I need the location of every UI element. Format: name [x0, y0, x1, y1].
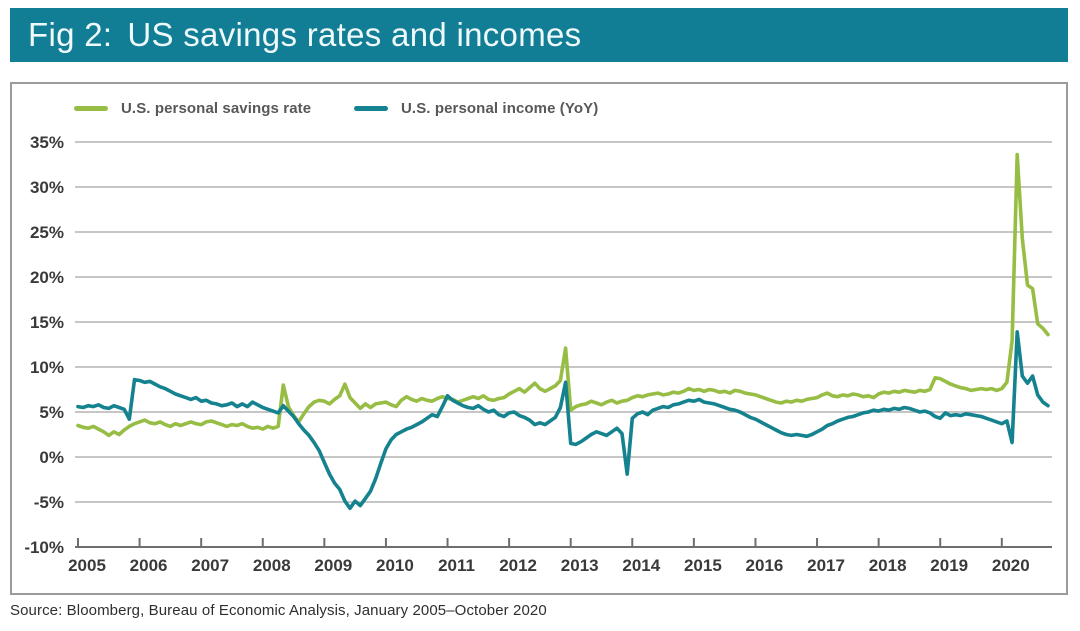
chart-frame: 2005 2006 2007 2008 2009 2010 2011 2012 2013 2014… [10, 82, 1068, 595]
x-axis-label: 2013 [561, 556, 599, 575]
income-swatch-icon [354, 106, 388, 111]
y-axis-label: 35% [30, 133, 64, 152]
x-axis-label: 2019 [930, 556, 968, 575]
legend-label-savings-rate: U.S. personal savings rate [121, 100, 312, 117]
x-axis-label: 2018 [869, 556, 907, 575]
legend-item-income: U.S. personal income (YoY) [354, 100, 598, 117]
x-axis-label: 2012 [499, 556, 537, 575]
savings-rate-line [76, 152, 1050, 438]
chart-svg: 2005 2006 2007 2008 2009 2010 2011 2012 2013 2014… [24, 133, 1052, 575]
x-axis-label: 2014 [622, 556, 660, 575]
x-axis-label: 2007 [191, 556, 229, 575]
y-axis-label: -10% [24, 538, 64, 557]
savings-rate-swatch-icon [74, 106, 108, 111]
y-axis-label: 20% [30, 268, 64, 287]
chart-legend: U.S. personal savings rate U.S. personal… [12, 100, 1066, 120]
income-line [76, 330, 1050, 511]
x-axis-label: 2015 [684, 556, 722, 575]
x-axis-label: 2008 [253, 556, 291, 575]
y-axis-label: 25% [30, 223, 64, 242]
x-axis-label: 2005 [68, 556, 106, 575]
source-note: Source: Bloomberg, Bureau of Economic An… [10, 602, 547, 619]
figure-number: Fig 2: [28, 16, 113, 53]
figure-title-bar: Fig 2: US savings rates and incomes [10, 8, 1068, 62]
y-axis-label: 15% [30, 313, 64, 332]
figure-title: US savings rates and incomes [127, 16, 582, 53]
x-axis-label: 2017 [807, 556, 845, 575]
y-axis-label: 30% [30, 178, 64, 197]
x-axis-label: 2009 [314, 556, 352, 575]
x-axis-label: 2016 [746, 556, 784, 575]
legend-item-savings-rate: U.S. personal savings rate [74, 100, 311, 117]
y-axis-label: 10% [30, 358, 64, 377]
x-axis-label: 2010 [376, 556, 414, 575]
y-axis-label: -5% [34, 493, 64, 512]
x-axis-label: 2006 [130, 556, 168, 575]
y-axis-label: 0% [39, 448, 64, 467]
x-axis-label: 2011 [438, 556, 475, 575]
x-axis-label: 2020 [992, 556, 1030, 575]
legend-label-income: U.S. personal income (YoY) [401, 100, 599, 117]
y-axis-label: 5% [39, 403, 64, 422]
